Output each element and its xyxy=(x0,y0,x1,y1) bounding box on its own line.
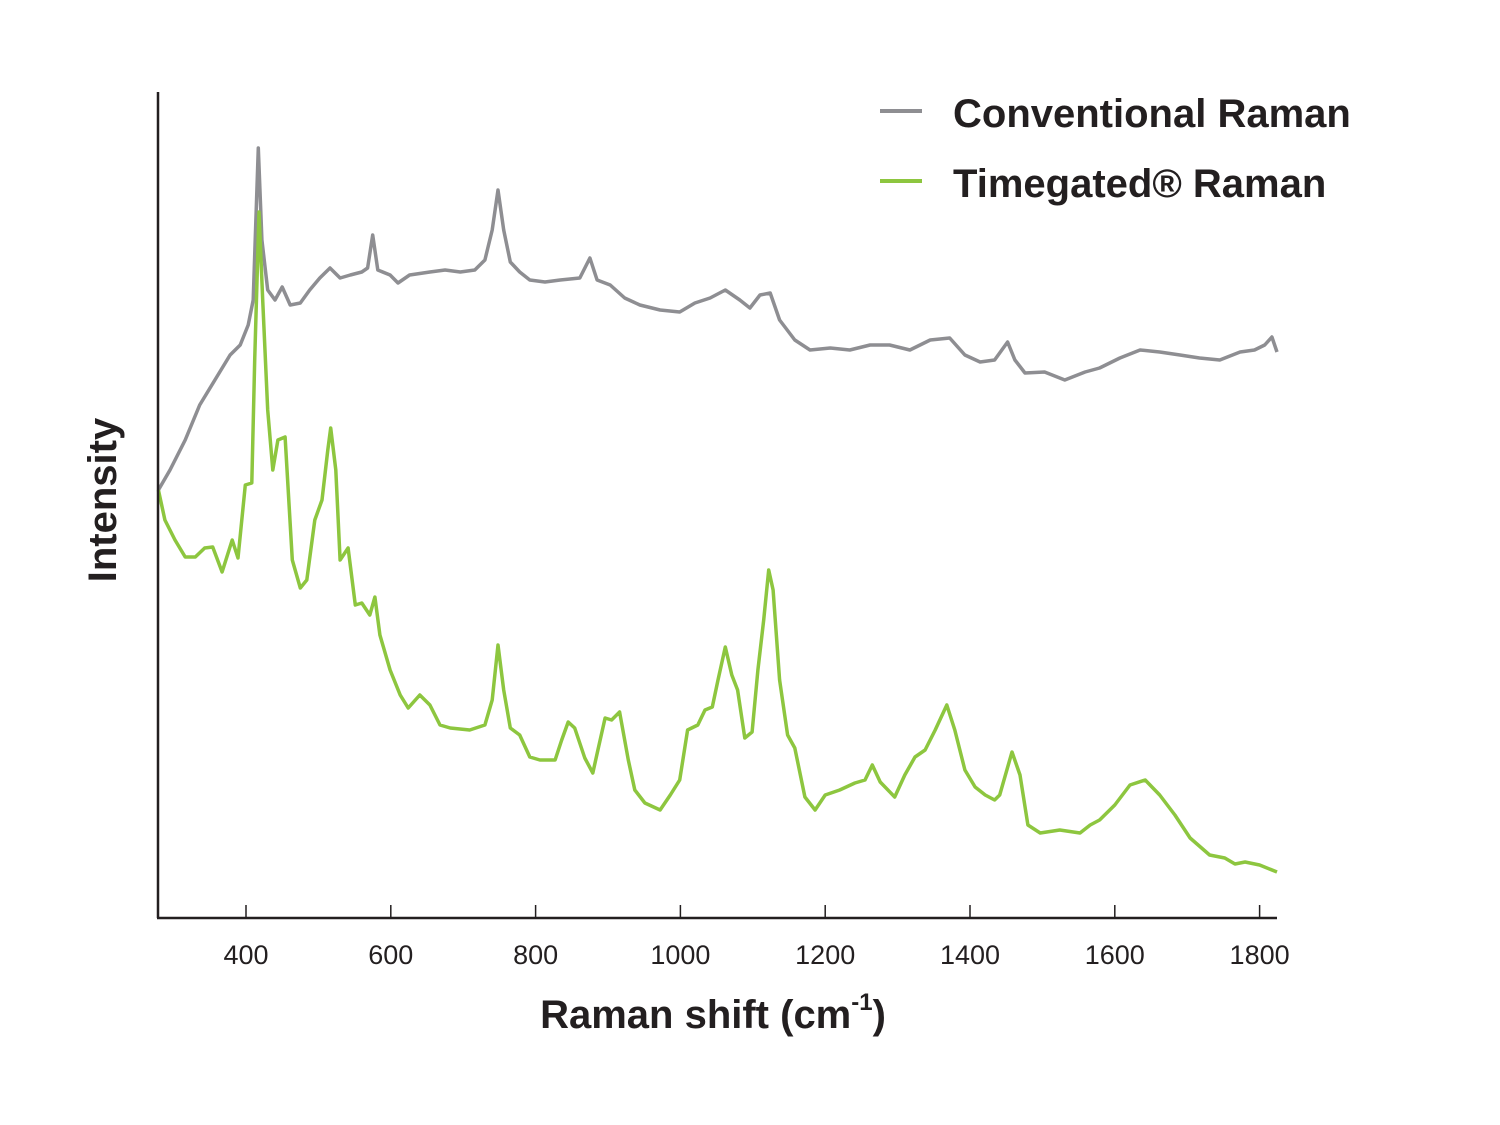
x-tick-label: 1800 xyxy=(1230,940,1290,970)
plot-lines xyxy=(156,146,1279,874)
x-tick-label: 800 xyxy=(513,940,558,970)
x-tick-label: 400 xyxy=(223,940,268,970)
legend: Conventional Raman Timegated® Raman xyxy=(880,92,1351,206)
legend-label-timegated: Timegated® Raman xyxy=(953,162,1326,206)
x-tick-label: 1000 xyxy=(650,940,710,970)
legend-label-conventional: Conventional Raman xyxy=(953,92,1351,136)
series-line-conventional-raman xyxy=(156,146,1279,491)
y-axis-label: Intensity xyxy=(81,417,125,582)
x-ticks: 400 600 800 1000 1200 1400 1600 1800 xyxy=(223,905,1290,970)
x-axis-label: Raman shift (cm-1) xyxy=(540,989,886,1037)
x-tick-label: 1600 xyxy=(1085,940,1145,970)
x-axis-label-end: ) xyxy=(873,993,886,1037)
x-tick-label: 600 xyxy=(368,940,413,970)
x-axis-label-main: Raman shift (cm xyxy=(540,993,851,1037)
x-axis-label-sup: -1 xyxy=(851,989,872,1016)
x-tick-label: 1200 xyxy=(795,940,855,970)
x-tick-label: 1400 xyxy=(940,940,1000,970)
series-line-timegated-raman xyxy=(156,210,1278,874)
